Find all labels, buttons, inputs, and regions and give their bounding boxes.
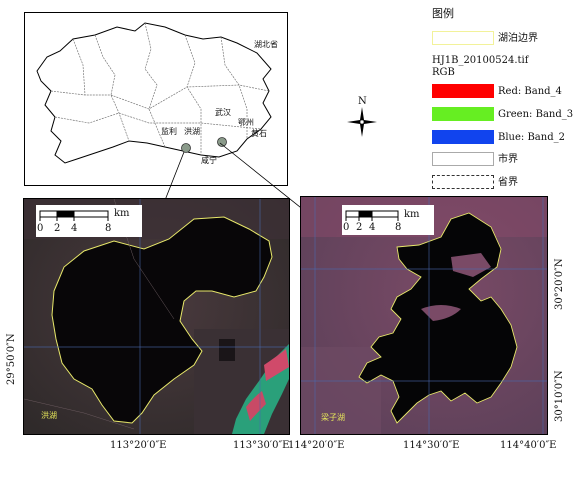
scale-tick-8: 8	[395, 222, 402, 233]
liangzihu-satellite-image	[301, 197, 547, 434]
city-label-honghu: 洪湖	[184, 127, 200, 136]
left-x-tick-2: 113°30′0″E	[233, 440, 290, 451]
right-satellite-panel: 梁子湖 0 2 4 8 km	[300, 196, 548, 435]
liangzihu-marker	[217, 137, 227, 147]
city-label-xianning: 咸宁	[201, 156, 217, 165]
province-boundary-swatch	[432, 175, 494, 189]
left-x-tick-1: 113°20′0″E	[110, 440, 167, 451]
honghu-marker	[181, 143, 191, 153]
city-label-ezhou: 鄂州	[238, 118, 254, 127]
scale-tick-2: 2	[54, 223, 61, 234]
left-satellite-panel: 洪湖 0 2 4 8 km	[23, 198, 290, 435]
scale-tick-0: 0	[37, 223, 44, 234]
scale-bar-left: 0 2 4 8 km	[36, 205, 142, 237]
right-x-tick-3: 114°40′0″E	[500, 440, 557, 451]
honghu-lake-label: 洪湖	[41, 411, 57, 420]
north-label: N	[358, 96, 367, 107]
lake-boundary-label: 湖泊边界	[498, 33, 538, 44]
lake-boundary-swatch	[432, 31, 494, 45]
city-boundary-swatch	[432, 152, 494, 166]
right-x-tick-2: 114°30′0″E	[403, 440, 460, 451]
inset-map: 湖北省 武汉 鄂州 黄石 监利 洪湖 咸宁	[24, 12, 288, 186]
scale-tick-8: 8	[105, 223, 112, 234]
raster-name: HJ1B_20100524.tif	[432, 55, 529, 66]
blue-band-label: Blue: Band_2	[498, 132, 565, 143]
right-y-tick-1: 30°20′0″N	[554, 258, 565, 310]
north-arrow-icon	[347, 107, 377, 137]
red-band-label: Red: Band_4	[498, 86, 562, 97]
rgb-label: RGB	[432, 67, 455, 78]
city-label-jianli: 监利	[161, 127, 177, 136]
city-label-huangshi: 黄石	[251, 129, 267, 138]
liangzihu-lake-label: 梁子湖	[321, 413, 345, 422]
province-boundary-label: 省界	[498, 177, 518, 188]
city-boundary-label: 市界	[498, 154, 518, 165]
hubei-province-outline	[36, 22, 272, 164]
left-y-tick-1: 29°50′0″N	[6, 333, 17, 385]
scale-unit: km	[114, 208, 130, 219]
right-y-tick-2: 30°10′0″N	[554, 370, 565, 422]
scale-bar-right: 0 2 4 8 km	[342, 205, 434, 235]
city-label-wuhan: 武汉	[215, 108, 231, 117]
honghu-satellite-image	[24, 199, 289, 434]
honghu-lake-boundary	[51, 216, 273, 424]
blue-band-swatch	[432, 130, 494, 144]
scale-tick-4: 4	[369, 222, 376, 233]
legend-title: 图例	[432, 7, 454, 20]
scale-unit: km	[404, 209, 420, 220]
province-label: 湖北省	[254, 40, 278, 49]
green-band-swatch	[432, 107, 494, 121]
scale-tick-4: 4	[71, 223, 78, 234]
scale-tick-0: 0	[343, 222, 350, 233]
scale-tick-2: 2	[356, 222, 363, 233]
right-x-tick-1: 114°20′0″E	[288, 440, 345, 451]
green-band-label: Green: Band_3	[498, 109, 574, 120]
red-band-swatch	[432, 84, 494, 98]
